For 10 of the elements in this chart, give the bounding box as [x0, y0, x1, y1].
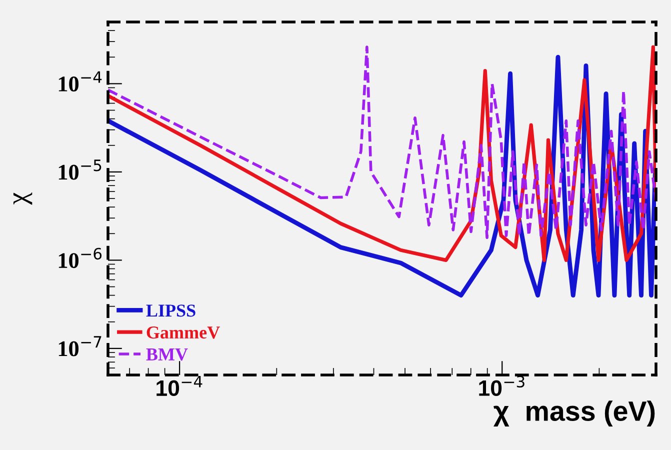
y-tick-label: 10$^{−5}$	[58, 160, 102, 180]
y-tick-label: 10$^{−6}$	[58, 248, 102, 268]
legend-label: GammeV	[146, 326, 220, 339]
y-axis-title: χ	[13, 192, 32, 205]
y-tick-label: 10$^{−7}$	[58, 336, 102, 356]
x-axis-title: χ mass (eV)	[494, 400, 655, 426]
x-tick-label: 10$^{−3}$	[479, 376, 524, 396]
legend-label: LIPSS	[146, 304, 196, 317]
y-tick-label: 10$^{−4}$	[58, 71, 102, 92]
legend-label: BMV	[146, 348, 188, 361]
